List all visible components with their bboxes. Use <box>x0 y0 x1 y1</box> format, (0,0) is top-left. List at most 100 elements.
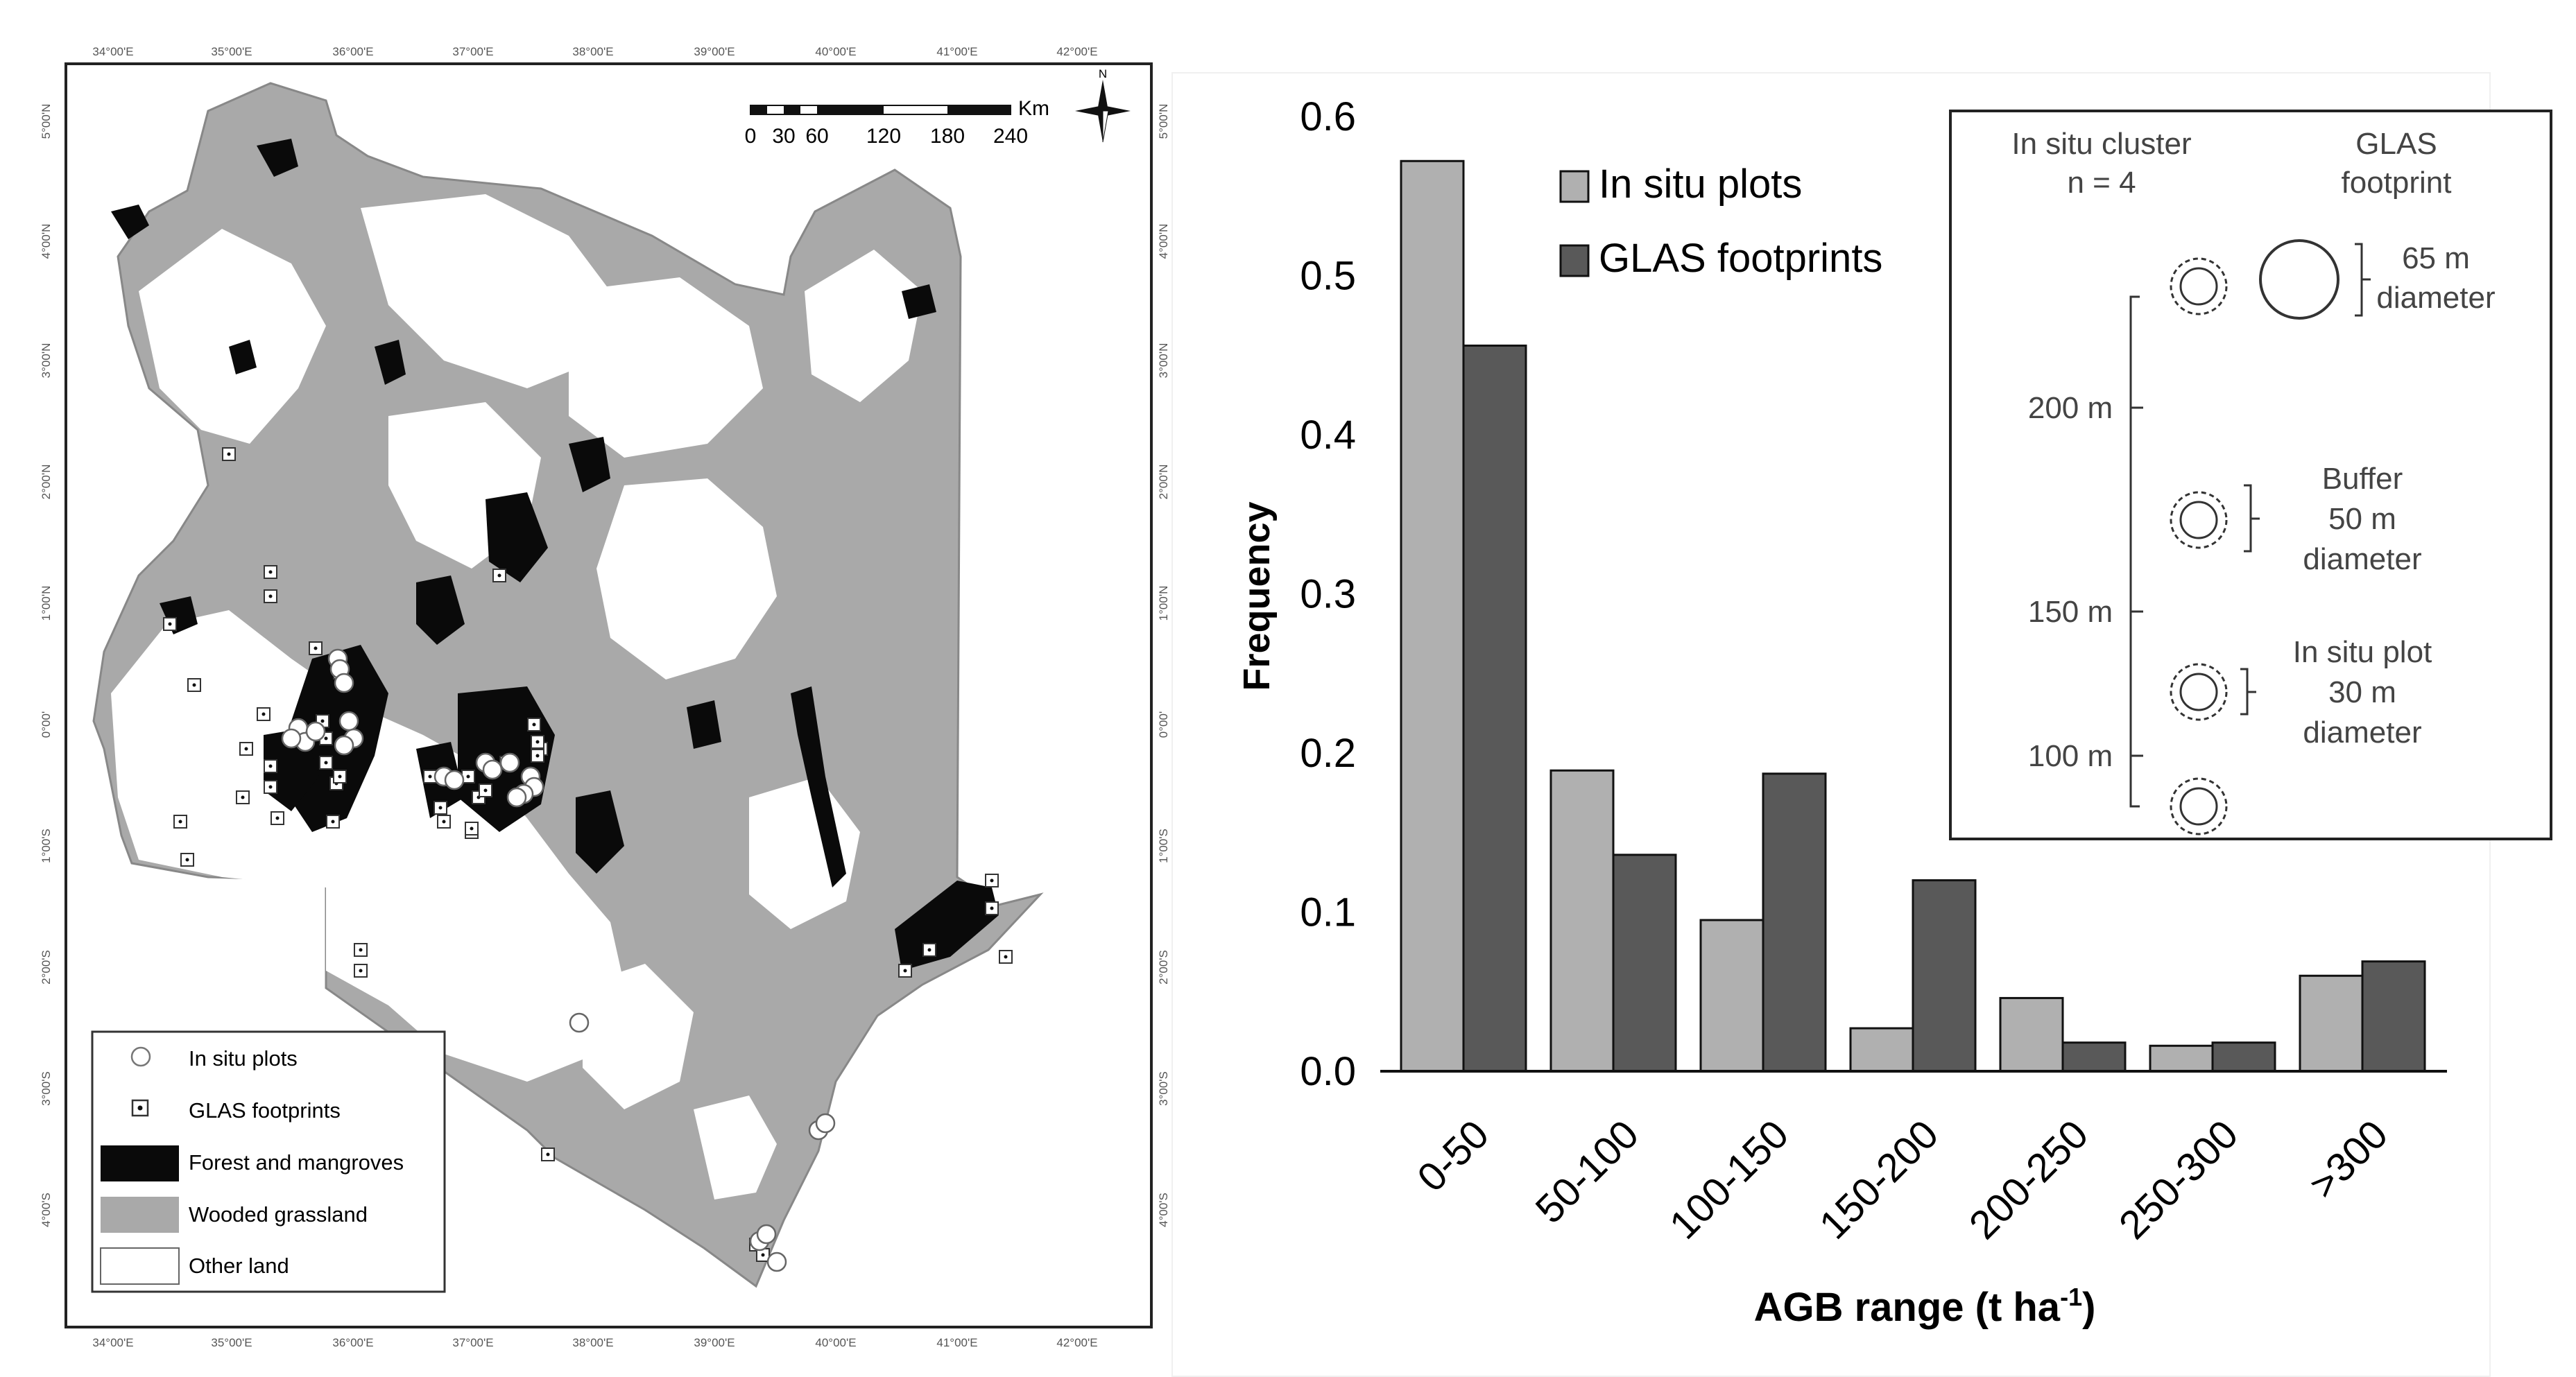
legend-series-in-situ: In situ plots <box>1599 162 1802 207</box>
inset-cluster-n: n = 4 <box>2067 166 2136 200</box>
legend-glas-footprints: GLAS footprints <box>189 1098 341 1123</box>
bar-glas-100-150 <box>1762 772 1827 1073</box>
glas-footprint-dot <box>990 906 994 910</box>
scale-tick-240: 240 <box>993 125 1028 148</box>
y-tick-label: 0.0 <box>1300 1049 1356 1094</box>
glas-footprint-dot <box>466 774 470 779</box>
glas-footprint-dot <box>359 969 363 973</box>
glas-footprint-dot <box>268 785 273 789</box>
glas-footprint-dot <box>903 969 907 973</box>
bar-glas-150-200 <box>1912 879 1977 1073</box>
inset-footprint-size: 65 m <box>2402 241 2470 275</box>
glas-footprint-dot <box>428 774 432 779</box>
inset-footprint-diameter: diameter <box>2376 281 2495 315</box>
y-axis-ticks: 0.0 0.1 0.2 0.3 0.4 0.5 0.6 <box>1300 94 1356 1094</box>
sample-markers <box>163 447 1013 1272</box>
scale-bar: 0 30 60 120 180 240 Km <box>745 97 1049 148</box>
lat-label-left: 5°00'N <box>40 104 53 139</box>
lat-label-left: 4°00'S <box>40 1193 53 1227</box>
inset-buffer-size: 50 m <box>2328 502 2396 536</box>
lat-label-right: 4°00'S <box>1157 1193 1170 1227</box>
chart-legend: In situ plots GLAS footprints <box>1559 162 1882 281</box>
in-situ-plot-marker <box>334 673 354 693</box>
inset-glas-title: GLAS <box>2355 127 2437 161</box>
bar-glas-200-250 <box>2061 1041 2127 1073</box>
in-situ-plot-marker <box>569 1012 590 1033</box>
bar-glas-250-300 <box>2211 1041 2276 1073</box>
kenya-map-panel: 34°00'E 35°00'E 36°00'E 37°00'E 38°00'E 39°00… <box>40 45 1170 1349</box>
glas-footprint-dot <box>535 740 540 744</box>
inset-plot-size: 30 m <box>2328 675 2396 709</box>
lon-label-top: 41°00'E <box>936 45 977 58</box>
lat-label-right: 3°00'S <box>1157 1071 1170 1106</box>
y-tick-label: 0.2 <box>1300 731 1356 776</box>
lon-label-bottom: 35°00'E <box>211 1336 252 1349</box>
legend-series-glas: GLAS footprints <box>1599 236 1882 281</box>
scale-unit: Km <box>1018 97 1049 120</box>
glas-footprint-dot <box>268 764 273 768</box>
lat-label-left: 4°00'N <box>40 224 53 259</box>
inset-buffer-title: Buffer <box>2322 462 2403 496</box>
in-situ-plot-marker <box>766 1252 787 1272</box>
map-legend: In situ plots GLAS footprints Forest and… <box>91 1030 446 1293</box>
lon-label-top: 38°00'E <box>572 45 613 58</box>
legend-in-situ-plots: In situ plots <box>189 1046 298 1071</box>
glas-footprint-dot <box>442 820 446 824</box>
lat-label-right: 5°00'N <box>1157 104 1170 139</box>
lon-label-top: 37°00'E <box>452 45 493 58</box>
y-axis-label: Frequency <box>1236 501 1278 691</box>
lon-label-top: 34°00'E <box>92 45 133 58</box>
legend-forest-mangroves: Forest and mangroves <box>189 1150 404 1175</box>
glas-footprint-dot <box>990 878 994 883</box>
lon-label-bottom: 37°00'E <box>452 1336 493 1349</box>
y-tick-label: 0.3 <box>1300 572 1356 617</box>
in-situ-plot-marker <box>756 1224 777 1245</box>
glas-footprint-dot <box>241 795 245 799</box>
lon-label-top: 35°00'E <box>211 45 252 58</box>
y-tick-label: 0.1 <box>1300 890 1356 935</box>
glas-footprint-dot <box>470 826 474 831</box>
in-situ-plot-marker <box>482 759 503 780</box>
lat-label-right: 1°00'S <box>1157 829 1170 863</box>
bar-in-situ-50-100 <box>1549 769 1615 1073</box>
legend-in-situ-symbol <box>130 1046 151 1067</box>
in-situ-plot-marker <box>815 1113 836 1134</box>
glas-footprint-dot <box>1004 955 1008 959</box>
legend-wooded-swatch <box>101 1197 179 1233</box>
glas-footprint-dot <box>483 788 488 793</box>
lat-label-right: 0°00' <box>1157 711 1170 738</box>
lon-label-top: 40°00'E <box>815 45 856 58</box>
inset-glas-subtitle: footprint <box>2342 166 2452 200</box>
legend-in-situ-swatch <box>1559 170 1590 203</box>
legend-other-land: Other land <box>189 1254 289 1278</box>
north-arrow-icon: N <box>1075 67 1131 143</box>
lon-label-top: 36°00'E <box>332 45 373 58</box>
bar-in-situ-200-250 <box>1999 996 2064 1073</box>
inset-cluster-title: In situ cluster <box>2011 127 2191 161</box>
lon-label-bottom: 42°00'E <box>1056 1336 1097 1349</box>
glas-footprint-dot <box>532 722 536 727</box>
y-tick-label: 0.6 <box>1300 94 1356 139</box>
glas-footprint-dot <box>324 761 328 765</box>
inset-plot-diameter: diameter <box>2303 716 2421 750</box>
glas-footprint-dot <box>338 774 342 779</box>
legend-other-swatch <box>100 1247 180 1285</box>
glas-footprint-dot <box>320 719 325 723</box>
in-situ-plot-marker <box>338 711 359 731</box>
lat-label-right: 2°00'N <box>1157 465 1170 500</box>
lat-label-right: 1°00'N <box>1157 586 1170 621</box>
glas-footprint-dot <box>192 683 196 687</box>
lat-label-left: 2°00'N <box>40 465 53 500</box>
agb-frequency-chart: 0.00.10.20.30.40.50.6 0-50 50-100 100-150 1… <box>1171 72 2552 1377</box>
glas-footprint-dot <box>761 1253 765 1257</box>
lon-label-top: 39°00'E <box>694 45 735 58</box>
bar-in-situ-150-200 <box>1849 1027 1914 1073</box>
lat-label-left: 2°00'S <box>40 950 53 985</box>
in-situ-plot-marker <box>334 735 354 756</box>
scale-tick-180: 180 <box>930 125 965 148</box>
glas-footprint-dot <box>268 570 273 574</box>
glas-footprint-dot <box>359 948 363 952</box>
glas-footprint-dot <box>546 1152 550 1157</box>
legend-wooded-grassland: Wooded grassland <box>189 1202 368 1227</box>
